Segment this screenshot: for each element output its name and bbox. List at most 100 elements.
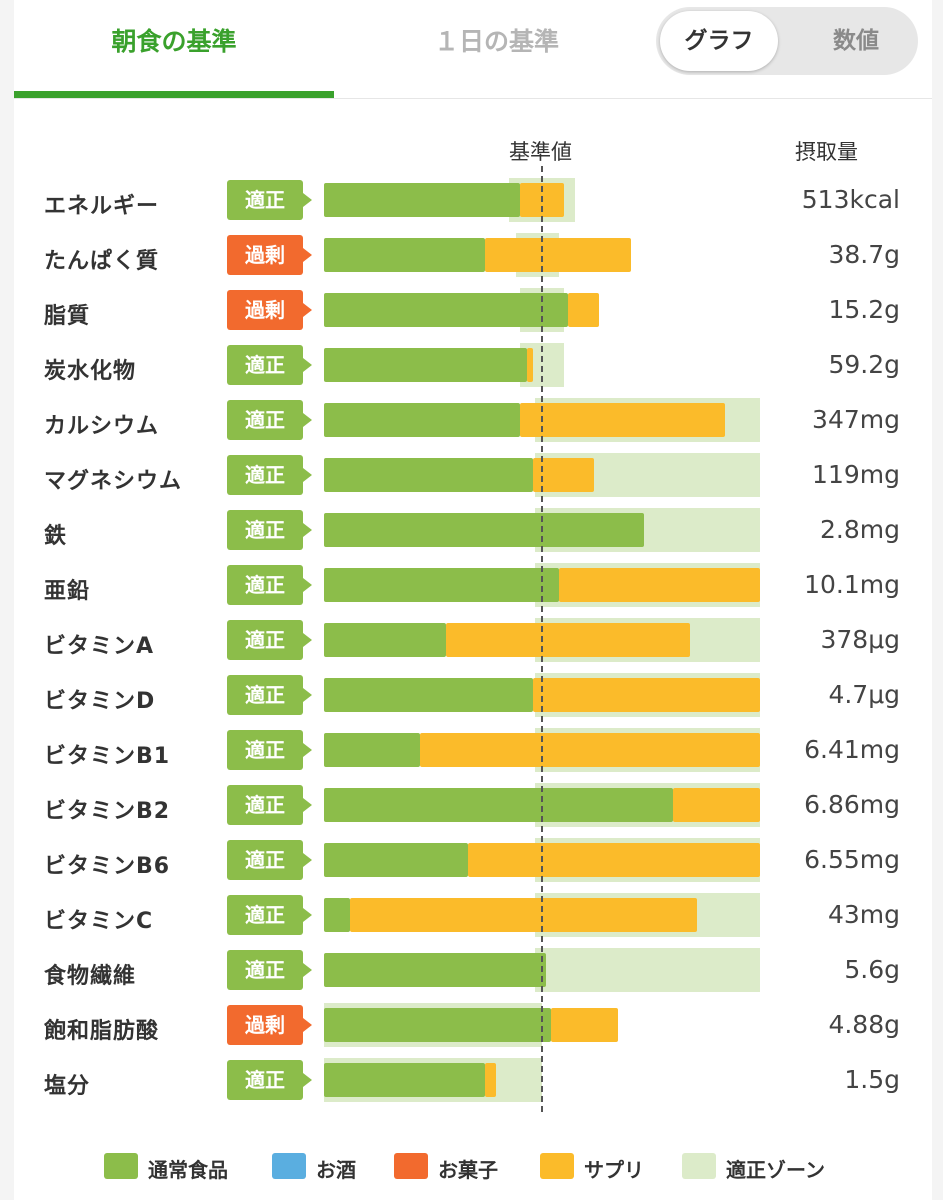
nutrient-row: 鉄 適正 2.8mg xyxy=(14,508,932,563)
status-badge: 適正 xyxy=(227,950,312,990)
intake-value: 6.86mg xyxy=(804,790,900,819)
bar-food xyxy=(324,293,569,327)
bar-track xyxy=(324,453,760,497)
status-badge: 過剰 xyxy=(227,235,312,275)
bar-supplement xyxy=(550,1008,619,1042)
intake-value: 378μg xyxy=(820,625,901,654)
tab-breakfast-standard[interactable]: 朝食の基準 xyxy=(14,0,334,98)
bar-track xyxy=(324,1058,760,1102)
nutrient-name: たんぱく質 xyxy=(44,249,160,274)
bar-food xyxy=(324,458,534,492)
toggle-graph-option[interactable]: グラフ xyxy=(660,11,778,71)
bar-food xyxy=(324,898,351,932)
nutrient-name: 食物繊維 xyxy=(44,964,137,989)
nutrient-row: 亜鉛 適正 10.1mg xyxy=(14,563,932,618)
bar-supplement xyxy=(559,568,760,602)
legend-swatch-food xyxy=(104,1153,138,1179)
view-toggle[interactable]: グラフ 数値 xyxy=(656,7,918,75)
intake-value: 43mg xyxy=(827,900,900,929)
nutrient-name: ビタミンB6 xyxy=(44,854,171,879)
intake-value: 38.7g xyxy=(828,240,900,269)
legend-label-zone: 適正ゾーン xyxy=(726,1158,825,1182)
bar-food xyxy=(324,568,560,602)
bar-food xyxy=(324,678,534,712)
bar-track xyxy=(324,893,760,937)
nutrient-name: マグネシウム xyxy=(44,469,183,494)
bar-track xyxy=(324,398,760,442)
nutrient-name: ビタミンB2 xyxy=(44,799,171,824)
nutrient-row: カルシウム 適正 347mg xyxy=(14,398,932,453)
nutrient-row: ビタミンA 適正 378μg xyxy=(14,618,932,673)
status-badge: 適正 xyxy=(227,400,312,440)
nutrient-row: エネルギー 適正 513kcal xyxy=(14,178,932,233)
bar-food xyxy=(324,1008,551,1042)
bar-supplement xyxy=(485,238,632,272)
intake-value: 347mg xyxy=(812,405,900,434)
status-badge: 過剰 xyxy=(227,290,312,330)
bar-supplement xyxy=(446,623,691,657)
nutrient-name: 脂質 xyxy=(44,304,91,329)
status-badge: 適正 xyxy=(227,180,312,220)
nutrient-name: ビタミンC xyxy=(44,909,154,934)
bar-food xyxy=(324,348,527,382)
bar-food xyxy=(324,953,547,987)
status-badge: 適正 xyxy=(227,675,312,715)
bar-supplement xyxy=(533,678,760,712)
intake-header: 摂取量 xyxy=(795,140,858,164)
nutrient-name: 塩分 xyxy=(44,1074,91,1099)
legend-swatch-snack xyxy=(394,1153,428,1179)
bar-food xyxy=(324,623,447,657)
nutrient-row: ビタミンB6 適正 6.55mg xyxy=(14,838,932,893)
bar-supplement xyxy=(526,348,534,382)
intake-value: 513kcal xyxy=(801,185,900,214)
bar-track xyxy=(324,233,760,277)
bar-food xyxy=(324,733,420,767)
bar-track xyxy=(324,508,760,552)
tab-daily-standard[interactable]: １日の基準 xyxy=(433,27,559,56)
nutrient-row: 脂質 過剰 15.2g xyxy=(14,288,932,343)
bar-food xyxy=(324,843,468,877)
nutrient-row: 炭水化物 適正 59.2g xyxy=(14,343,932,398)
nutrient-name: 飽和脂肪酸 xyxy=(44,1019,160,1044)
nutrition-card: 朝食の基準 １日の基準 グラフ 数値 基準値 摂取量 エネルギー 適正 513kca… xyxy=(14,0,932,1200)
bar-track xyxy=(324,948,760,992)
nutrient-name: 亜鉛 xyxy=(44,579,91,604)
toggle-numbers-option[interactable]: 数値 xyxy=(833,28,879,54)
status-badge: 適正 xyxy=(227,730,312,770)
intake-value: 119mg xyxy=(812,460,900,489)
legend-swatch-alcohol xyxy=(272,1153,306,1179)
bar-track xyxy=(324,618,760,662)
bar-track xyxy=(324,563,760,607)
nutrient-row: たんぱく質 過剰 38.7g xyxy=(14,233,932,288)
legend-swatch-zone xyxy=(682,1153,716,1179)
nutrient-name: 炭水化物 xyxy=(44,359,137,384)
intake-value: 1.5g xyxy=(844,1065,900,1094)
bar-supplement xyxy=(533,458,595,492)
nutrient-name: ビタミンD xyxy=(44,689,156,714)
legend-label-snack: お菓子 xyxy=(438,1158,498,1182)
bar-food xyxy=(324,403,521,437)
bar-supplement xyxy=(467,843,760,877)
reference-header: 基準値 xyxy=(509,140,572,164)
legend-label-alcohol: お酒 xyxy=(316,1158,356,1182)
nutrient-name: ビタミンB1 xyxy=(44,744,171,769)
status-badge: 適正 xyxy=(227,345,312,385)
intake-value: 5.6g xyxy=(844,955,900,984)
bar-track xyxy=(324,288,760,332)
bar-supplement xyxy=(350,898,697,932)
bar-track xyxy=(324,673,760,717)
status-badge: 適正 xyxy=(227,455,312,495)
bar-food xyxy=(324,513,645,547)
status-badge: 適正 xyxy=(227,895,312,935)
nutrient-row: ビタミンD 適正 4.7μg xyxy=(14,673,932,728)
nutrient-row: 塩分 適正 1.5g xyxy=(14,1058,932,1113)
bar-supplement xyxy=(520,403,726,437)
status-badge: 過剰 xyxy=(227,1005,312,1045)
bar-supplement xyxy=(485,1063,497,1097)
nutrient-row: マグネシウム 適正 119mg xyxy=(14,453,932,508)
status-badge: 適正 xyxy=(227,510,312,550)
status-badge: 適正 xyxy=(227,565,312,605)
nutrient-row: ビタミンB2 適正 6.86mg xyxy=(14,783,932,838)
legend-label-food: 通常食品 xyxy=(148,1158,228,1182)
bar-track xyxy=(324,783,760,827)
